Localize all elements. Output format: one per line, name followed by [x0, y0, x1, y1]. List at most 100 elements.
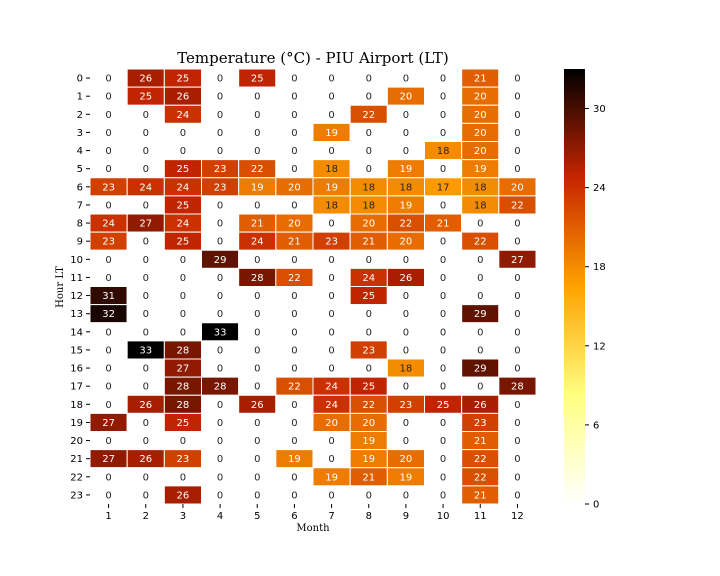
- x-axis-label: Month: [296, 523, 330, 534]
- cell-value-label: 0: [440, 327, 446, 338]
- x-tick-label: 7: [328, 511, 334, 522]
- cell-value-label: 0: [328, 291, 334, 302]
- cell-value-label: 20: [474, 128, 487, 139]
- cell-value-label: 0: [254, 291, 260, 302]
- cell-value-label: 33: [214, 327, 227, 338]
- y-tick-label: 23: [70, 490, 83, 501]
- cell-value-label: 0: [254, 472, 260, 483]
- cell-value-label: 0: [514, 364, 520, 375]
- cell-value-label: 0: [291, 364, 297, 375]
- cell-value-label: 0: [514, 164, 520, 175]
- cell-value-label: 25: [177, 200, 190, 211]
- cell-value-label: 20: [362, 418, 375, 429]
- y-tick-label: 4: [77, 146, 83, 157]
- cell-value-label: 0: [105, 273, 111, 284]
- cell-value-label: 0: [217, 472, 223, 483]
- cell-value-label: 0: [180, 273, 186, 284]
- cell-value-label: 0: [440, 345, 446, 356]
- cell-value-label: 18: [400, 364, 413, 375]
- cell-value-label: 0: [180, 255, 186, 266]
- cell-value-label: 23: [214, 182, 227, 193]
- cell-value-label: 0: [105, 128, 111, 139]
- cell-value-label: 0: [217, 110, 223, 121]
- cell-value-label: 0: [105, 200, 111, 211]
- y-tick-label: 12: [70, 291, 83, 302]
- cell-value-label: 0: [328, 309, 334, 320]
- cell-value-label: 0: [105, 74, 111, 85]
- cell-value-label: 0: [105, 345, 111, 356]
- y-tick-label: 18: [70, 400, 83, 411]
- cell-value-label: 0: [254, 418, 260, 429]
- cell-value-label: 19: [474, 164, 487, 175]
- cell-value-label: 27: [102, 418, 115, 429]
- cell-value-label: 0: [143, 418, 149, 429]
- cell-value-label: 28: [214, 382, 227, 393]
- cell-value-label: 0: [217, 237, 223, 248]
- cell-value-label: 0: [143, 490, 149, 501]
- cell-value-label: 0: [143, 364, 149, 375]
- cell-value-label: 0: [328, 219, 334, 230]
- cell-value-label: 0: [440, 237, 446, 248]
- cell-value-label: 0: [217, 219, 223, 230]
- cell-value-label: 20: [288, 182, 301, 193]
- cell-value-label: 22: [288, 273, 301, 284]
- cell-value-label: 25: [177, 164, 190, 175]
- cell-value-label: 0: [366, 327, 372, 338]
- cell-value-label: 0: [514, 146, 520, 157]
- cell-value-label: 19: [325, 128, 338, 139]
- cell-value-label: 0: [217, 490, 223, 501]
- y-tick-label: 16: [70, 364, 83, 375]
- cell-value-label: 29: [474, 364, 487, 375]
- cell-value-label: 0: [217, 454, 223, 465]
- colorbar-tick-label: 0: [593, 500, 599, 511]
- cell-value-label: 0: [291, 472, 297, 483]
- cell-value-label: 0: [403, 291, 409, 302]
- y-tick-label: 2: [77, 110, 83, 121]
- cell-value-label: 24: [362, 273, 375, 284]
- cell-value-label: 0: [514, 74, 520, 85]
- cell-value-label: 0: [254, 490, 260, 501]
- cell-value-label: 0: [440, 436, 446, 447]
- cell-value-label: 27: [139, 219, 152, 230]
- cell-value-label: 0: [291, 436, 297, 447]
- cell-value-label: 23: [325, 237, 338, 248]
- cell-value-label: 29: [214, 255, 227, 266]
- cell-value-label: 29: [474, 309, 487, 320]
- cell-value-label: 22: [474, 454, 487, 465]
- cell-value-label: 0: [143, 146, 149, 157]
- cell-value-label: 27: [511, 255, 524, 266]
- cell-value-label: 0: [143, 255, 149, 266]
- cell-value-label: 26: [139, 74, 152, 85]
- cell-value-label: 0: [217, 436, 223, 447]
- cell-value-label: 0: [440, 200, 446, 211]
- cell-value-label: 20: [474, 110, 487, 121]
- y-tick-label: 9: [77, 237, 83, 248]
- cell-value-label: 19: [400, 200, 413, 211]
- cell-value-label: 0: [217, 200, 223, 211]
- colorbar: [564, 69, 585, 504]
- colorbar-ticks: 0 6 12 18 24 30: [585, 104, 606, 511]
- cell-value-label: 26: [177, 92, 190, 103]
- cell-value-label: 0: [180, 309, 186, 320]
- cell-value-label: 0: [217, 74, 223, 85]
- cell-value-label: 0: [105, 92, 111, 103]
- cell-value-label: 21: [437, 219, 450, 230]
- cell-value-label: 0: [105, 255, 111, 266]
- cell-value-label: 0: [217, 309, 223, 320]
- cell-value-label: 25: [177, 418, 190, 429]
- cell-value-label: 17: [437, 182, 450, 193]
- cell-value-label: 0: [440, 128, 446, 139]
- cell-value-label: 26: [474, 400, 487, 411]
- cell-value-label: 22: [288, 382, 301, 393]
- y-tick-label: 10: [70, 255, 83, 266]
- x-tick-label: 12: [511, 511, 524, 522]
- cell-value-label: 0: [217, 418, 223, 429]
- cell-value-label: 21: [474, 490, 487, 501]
- cell-value-label: 20: [474, 146, 487, 157]
- cell-value-label: 0: [143, 327, 149, 338]
- cell-value-label: 0: [328, 454, 334, 465]
- cell-value-label: 0: [514, 454, 520, 465]
- cell-value-label: 0: [440, 164, 446, 175]
- cell-value-label: 0: [366, 364, 372, 375]
- cell-value-label: 0: [217, 291, 223, 302]
